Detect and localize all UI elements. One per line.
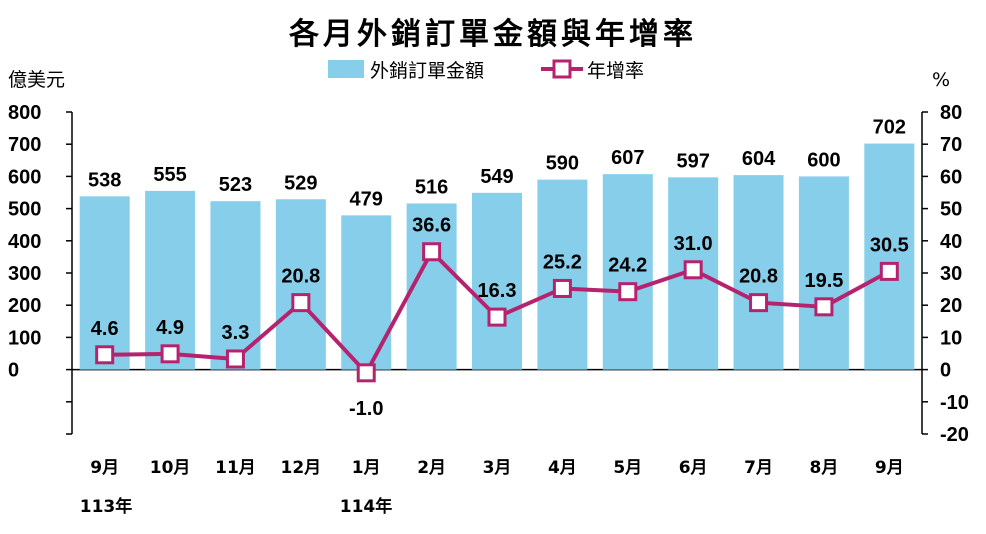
line-marker <box>879 261 899 281</box>
category-label: 5月 <box>613 458 642 478</box>
left-tick-label: 700 <box>8 134 41 156</box>
bar-value-label: 702 <box>873 117 906 139</box>
right-tick-label: -20 <box>940 424 969 446</box>
line-value-label: 4.6 <box>91 318 119 340</box>
line-value-label: 36.6 <box>412 215 451 237</box>
line-value-label: 24.2 <box>608 255 647 277</box>
category-label: 12月 <box>281 458 322 478</box>
line-value-label: 19.5 <box>804 270 843 292</box>
line-marker <box>422 242 442 262</box>
line-value-label: 30.5 <box>870 234 909 256</box>
growth-line: 4.6 4.9 3.3 20.8 -1.0 36.6 16.3 25.2 24.2 31.0 20.… <box>91 215 909 420</box>
legend: 外銷訂單金額 年增率 <box>328 59 644 82</box>
bar <box>79 196 130 370</box>
bar <box>798 176 849 370</box>
left-tick-label: 100 <box>8 327 41 349</box>
line-value-label: 20.8 <box>739 266 778 288</box>
right-tick-label: 70 <box>940 134 962 156</box>
bar <box>472 192 522 370</box>
legend-bar-swatch <box>328 60 364 78</box>
category-label: 7月 <box>744 458 773 478</box>
bar <box>602 174 653 370</box>
right-tick-label: 0 <box>940 360 951 382</box>
category-label: 10月 <box>150 458 191 478</box>
bar-value-label: 597 <box>676 150 709 172</box>
line-marker <box>552 278 572 298</box>
line-marker <box>356 363 376 383</box>
left-tick-label: 500 <box>8 199 41 221</box>
bar-value-label: 516 <box>415 176 448 198</box>
category-label: 1月 <box>352 458 381 478</box>
left-tick-label: 300 <box>8 263 41 285</box>
bar <box>537 179 588 370</box>
category-label: 9月 <box>90 458 119 478</box>
line-marker <box>749 293 769 313</box>
left-tick-label: 200 <box>8 295 41 317</box>
left-tick-label: 800 <box>8 102 41 124</box>
right-tick-label: 60 <box>940 166 962 188</box>
line-value-label: 25.2 <box>543 251 582 273</box>
line-marker <box>487 307 507 327</box>
bar-value-label: 590 <box>546 153 579 175</box>
legend-line-label: 年增率 <box>587 60 644 82</box>
category-label: 2月 <box>417 458 446 478</box>
line-marker <box>618 282 638 302</box>
bar <box>210 201 261 370</box>
bar <box>341 215 392 370</box>
line-marker <box>814 297 834 317</box>
bar-value-label: 555 <box>153 164 186 186</box>
left-axis-unit: 億美元 <box>8 69 65 91</box>
bar-value-label: 604 <box>742 148 776 170</box>
bar-value-label: 549 <box>480 166 513 188</box>
line-value-label: 3.3 <box>222 322 250 344</box>
left-tick-label: 600 <box>8 166 41 188</box>
bar-value-label: 529 <box>284 172 317 194</box>
line-value-label: 31.0 <box>674 233 713 255</box>
bar <box>145 190 196 370</box>
category-label: 4月 <box>548 458 577 478</box>
bar-labels: 538 555 523 529 479 516 549 590 607 597 604 600 702 <box>88 117 906 211</box>
right-tick-label: 80 <box>940 102 962 124</box>
right-axis-unit: % <box>932 69 950 91</box>
left-tick-label: 0 <box>8 360 19 382</box>
line-marker <box>160 344 180 364</box>
line-marker <box>291 293 311 313</box>
category-label: 9月 <box>875 458 904 478</box>
right-tick-label: 10 <box>940 327 962 349</box>
bar-value-label: 479 <box>350 188 383 210</box>
line-value-label: 4.9 <box>156 317 184 339</box>
bar-value-label: 523 <box>219 174 252 196</box>
year-label-113: 113年 <box>80 496 133 517</box>
line-marker <box>225 349 245 369</box>
right-tick-label: 40 <box>940 231 962 253</box>
category-label: 8月 <box>810 458 839 478</box>
right-tick-label: 20 <box>940 295 962 317</box>
bar-value-label: 600 <box>807 149 840 171</box>
legend-line-marker <box>552 59 572 79</box>
left-tick-label: 400 <box>8 231 41 253</box>
bar <box>733 175 784 370</box>
line-marker <box>95 345 115 365</box>
axes: 8007006005004003002001000807060504030201… <box>8 102 969 446</box>
bar <box>864 143 915 370</box>
right-tick-label: 30 <box>940 263 962 285</box>
category-label: 6月 <box>679 458 708 478</box>
chart-title: 各月外銷訂單金額與年增率 <box>288 17 697 52</box>
category-labels: 9月 10月 11月 12月 1月 2月 3月 4月 5月 6月 7月 8月 9月 <box>90 458 903 478</box>
bar <box>275 199 326 370</box>
right-tick-label: -10 <box>940 392 969 414</box>
category-label: 3月 <box>483 458 512 478</box>
line-value-label: 16.3 <box>478 280 517 302</box>
legend-bar-label: 外銷訂單金額 <box>370 60 484 82</box>
line-value-label: -1.0 <box>349 398 383 420</box>
bar-value-label: 538 <box>88 169 121 191</box>
right-tick-label: 50 <box>940 199 962 221</box>
category-label: 11月 <box>215 458 256 478</box>
year-label-114: 114年 <box>340 496 393 517</box>
line-value-label: 20.8 <box>281 266 320 288</box>
bar-value-label: 607 <box>611 147 644 169</box>
line-marker <box>683 260 703 280</box>
